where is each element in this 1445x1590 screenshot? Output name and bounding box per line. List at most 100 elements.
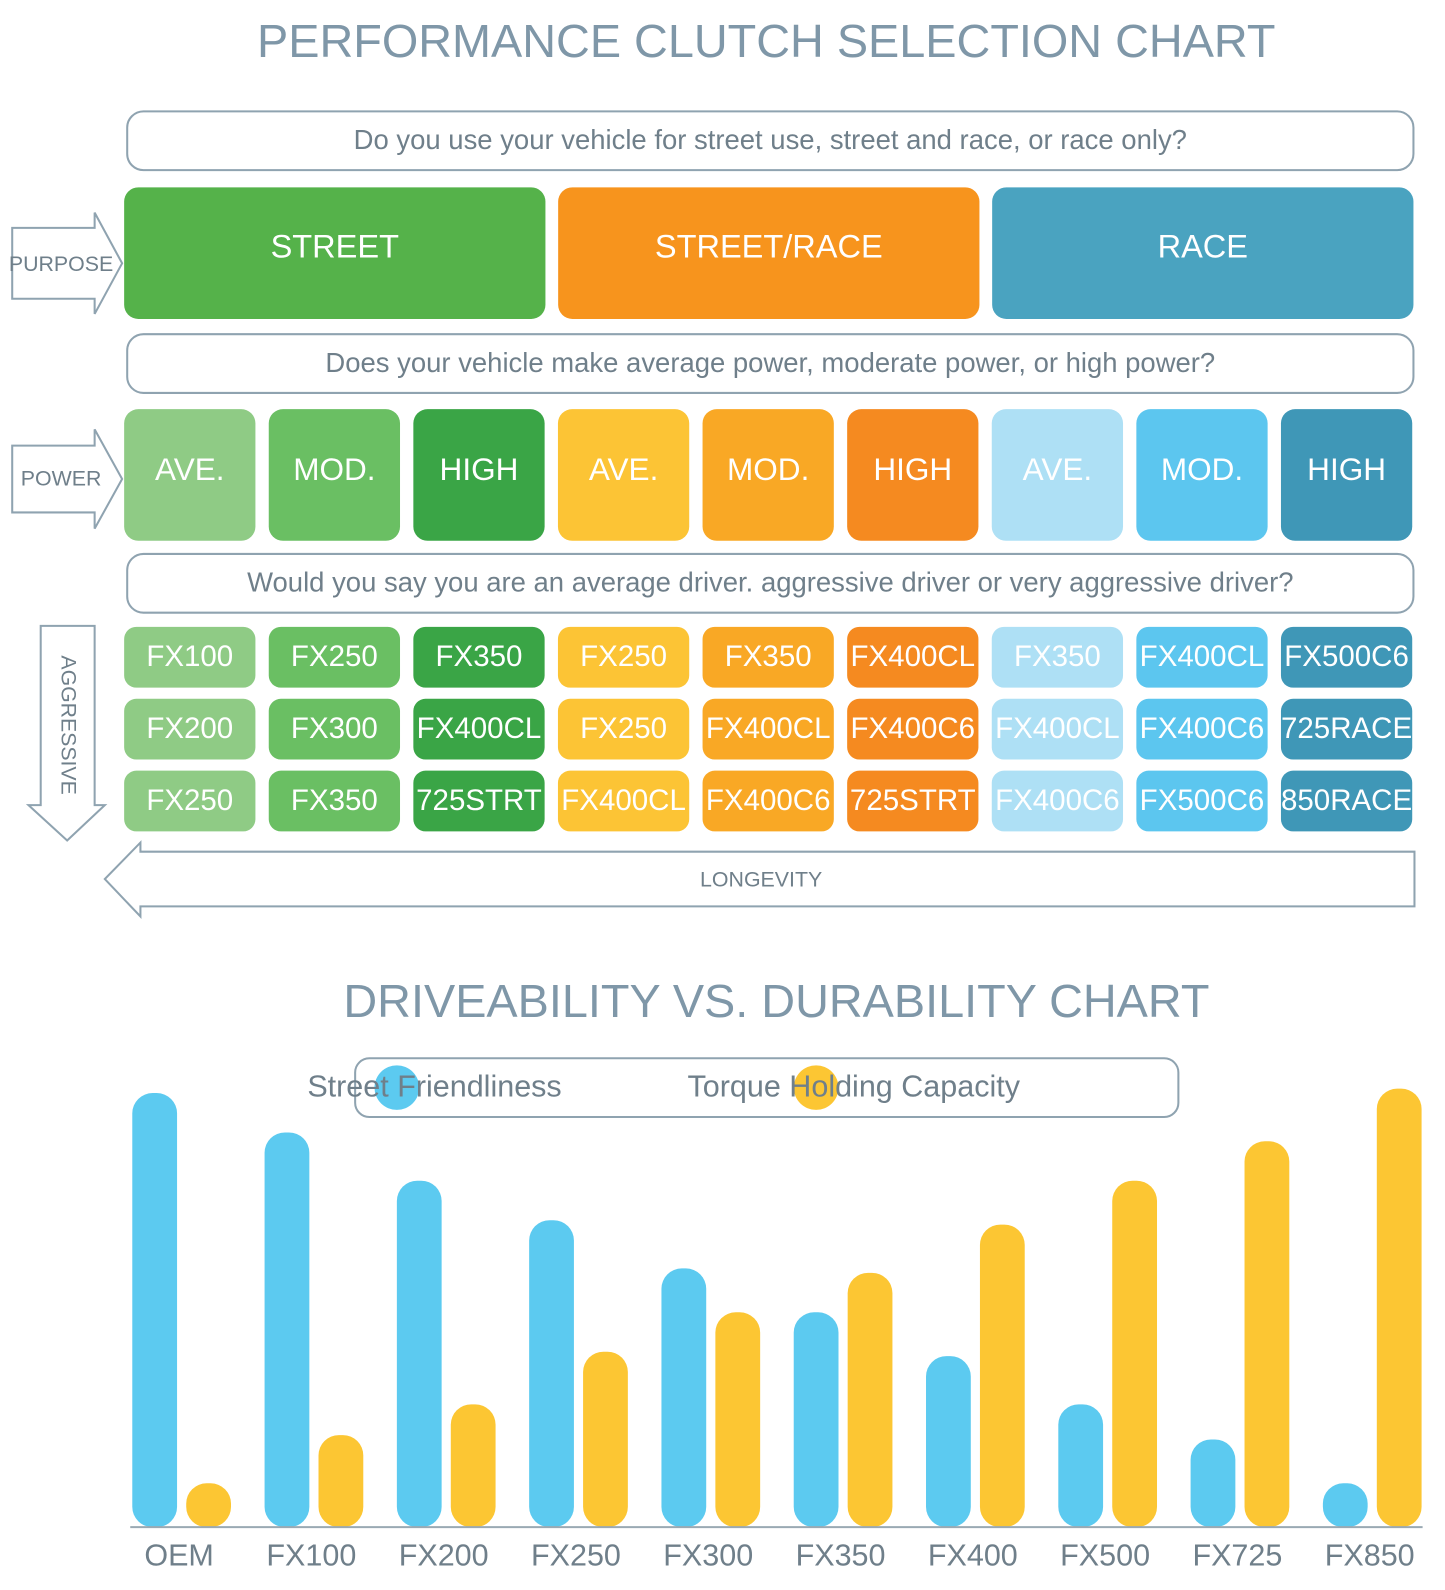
legend-label: Torque Holding Capacity xyxy=(688,1070,1021,1104)
x-tick-label: FX500 xyxy=(1060,1539,1150,1573)
model-cell xyxy=(702,698,834,760)
model-text: FX200 xyxy=(146,712,233,745)
model-text: 725STRT xyxy=(850,784,976,817)
bar xyxy=(793,1312,839,1528)
content: PERFORMANCE CLUTCH SELECTION CHART Do you… xyxy=(9,15,1423,1573)
bar xyxy=(132,1093,178,1528)
model-cell xyxy=(991,626,1124,688)
purpose-text: RACE xyxy=(1158,229,1248,265)
model-text: FX250 xyxy=(291,640,378,673)
model-cell xyxy=(413,770,545,832)
bar xyxy=(450,1404,496,1528)
model-text: 725RACE xyxy=(1281,712,1412,745)
model-text: FX400C6 xyxy=(995,784,1120,817)
x-tick-label: FX200 xyxy=(399,1539,489,1573)
power-text: HIGH xyxy=(440,452,519,487)
bar xyxy=(1322,1483,1368,1528)
model-cell xyxy=(991,770,1124,832)
longevity-arrow xyxy=(103,840,1416,920)
purpose-label: PURPOSE xyxy=(9,252,113,276)
power-text: HIGH xyxy=(1307,452,1386,487)
chart-title: DRIVEABILITY VS. DURABILITY CHART xyxy=(343,975,1209,1027)
x-tick-label: FX100 xyxy=(266,1539,356,1573)
model-text: 725STRT xyxy=(416,784,542,817)
power-text: AVE. xyxy=(1023,452,1093,487)
bar xyxy=(926,1356,971,1528)
bar xyxy=(1190,1439,1236,1528)
model-text: FX400CL xyxy=(417,712,542,745)
model-text: FX400CL xyxy=(1140,640,1265,673)
x-tick-label: FX350 xyxy=(796,1539,886,1573)
purpose-block xyxy=(124,187,546,320)
x-tick-label: FX400 xyxy=(928,1539,1018,1573)
model-cell xyxy=(557,626,690,688)
purpose-text: STREET xyxy=(271,229,400,265)
bar xyxy=(583,1351,628,1528)
power-block xyxy=(1280,409,1413,541)
model-cell xyxy=(268,770,401,832)
power-block xyxy=(1136,409,1268,541)
x-tick-label: FX850 xyxy=(1325,1539,1415,1573)
bar xyxy=(529,1220,574,1528)
power-arrow xyxy=(11,428,124,530)
model-text: FX400CL xyxy=(995,712,1120,745)
bar xyxy=(186,1483,231,1528)
purpose-text: STREET/RACE xyxy=(655,229,883,265)
model-cell xyxy=(702,626,834,688)
question-text: Do you use your vehicle for street use, … xyxy=(354,124,1187,155)
question-box xyxy=(126,552,1415,614)
power-text: MOD. xyxy=(1161,452,1243,487)
question-box xyxy=(126,110,1415,172)
model-cell xyxy=(1280,626,1413,688)
model-text: FX250 xyxy=(580,712,667,745)
power-block xyxy=(413,409,545,541)
bar xyxy=(1244,1141,1290,1528)
bar xyxy=(396,1180,442,1528)
model-text: FX400CL xyxy=(850,640,975,673)
x-tick-label: FX300 xyxy=(663,1539,753,1573)
legend-swatch xyxy=(374,1065,420,1110)
bar xyxy=(318,1435,364,1528)
model-cell xyxy=(124,698,256,760)
x-tick-label: FX725 xyxy=(1192,1539,1282,1573)
bar xyxy=(979,1224,1025,1528)
x-tick-label: FX250 xyxy=(531,1539,621,1573)
model-cell xyxy=(413,698,545,760)
bar xyxy=(1376,1088,1422,1528)
model-text: FX400C6 xyxy=(850,712,975,745)
bar xyxy=(661,1268,707,1528)
model-text: FX500C6 xyxy=(1284,640,1409,673)
model-text: FX500C6 xyxy=(1140,784,1265,817)
bar xyxy=(1112,1180,1158,1528)
purpose-block xyxy=(558,187,980,320)
model-cell xyxy=(557,698,690,760)
power-block xyxy=(124,409,256,541)
model-cell xyxy=(557,770,690,832)
model-text: FX250 xyxy=(146,784,233,817)
model-text: 850RACE xyxy=(1281,784,1412,817)
power-block xyxy=(991,409,1124,541)
bar xyxy=(264,1132,310,1528)
model-cell xyxy=(1280,770,1413,832)
purpose-block xyxy=(992,187,1414,320)
model-cell xyxy=(124,770,256,832)
model-cell xyxy=(991,698,1124,760)
legend-box xyxy=(354,1057,1180,1119)
model-text: FX350 xyxy=(1014,640,1101,673)
model-text: FX400CL xyxy=(706,712,831,745)
bar xyxy=(1058,1404,1104,1528)
model-text: FX400C6 xyxy=(1140,712,1265,745)
purpose-arrow xyxy=(11,212,124,315)
power-label: POWER xyxy=(21,467,102,491)
power-block xyxy=(847,409,979,541)
power-text: MOD. xyxy=(727,452,809,487)
power-text: HIGH xyxy=(873,452,952,487)
model-cell xyxy=(847,698,979,760)
aggressive-label: AGGRESSIVE xyxy=(57,655,81,794)
power-text: MOD. xyxy=(293,452,375,487)
model-cell xyxy=(413,626,545,688)
model-text: FX350 xyxy=(291,784,378,817)
x-tick-label: OEM xyxy=(144,1539,214,1573)
